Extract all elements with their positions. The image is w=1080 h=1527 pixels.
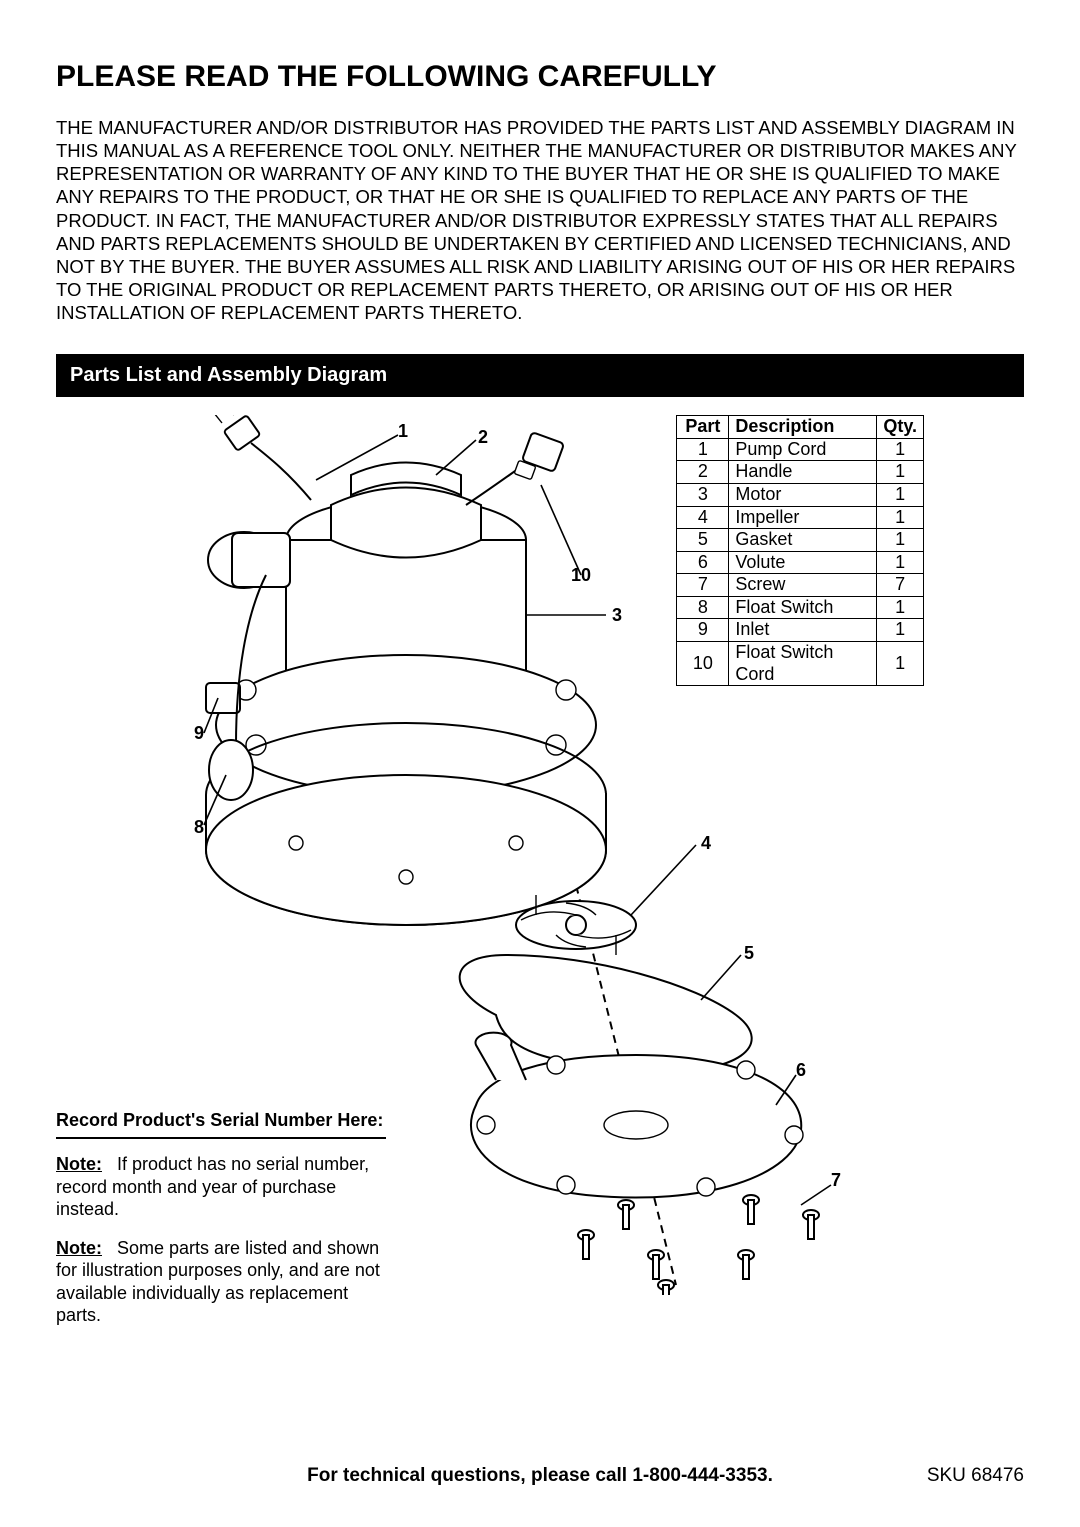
cell-qty: 1 xyxy=(877,619,924,642)
footer-sku: SKU 68476 xyxy=(927,1465,1024,1487)
cell-qty: 1 xyxy=(877,461,924,484)
callout-1: 1 xyxy=(398,421,408,442)
cell-qty: 1 xyxy=(877,438,924,461)
note-1: Note: If product has no serial number, r… xyxy=(56,1153,396,1221)
motor-icon xyxy=(206,488,606,926)
callout-5: 5 xyxy=(744,943,754,964)
section-header-bar: Parts List and Assembly Diagram xyxy=(56,354,1024,397)
cell-qty: 7 xyxy=(877,574,924,597)
note-1-text: If product has no serial number, record … xyxy=(56,1154,369,1219)
note-2-text: Some parts are listed and shown for illu… xyxy=(56,1238,380,1326)
note-2: Note: Some parts are listed and shown fo… xyxy=(56,1237,396,1327)
footer-phone: For technical questions, please call 1-8… xyxy=(56,1465,1024,1487)
serial-notes-block: Record Product's Serial Number Here: Not… xyxy=(56,1110,396,1343)
serial-rule xyxy=(56,1137,386,1139)
callout-8: 8 xyxy=(194,817,204,838)
callout-4: 4 xyxy=(701,833,711,854)
note-label: Note: xyxy=(56,1154,102,1174)
note-label: Note: xyxy=(56,1238,102,1258)
volute-icon xyxy=(471,1033,803,1198)
callout-3: 3 xyxy=(612,605,622,626)
cell-qty: 1 xyxy=(877,483,924,506)
cell-qty: 1 xyxy=(877,642,924,686)
page-footer: For technical questions, please call 1-8… xyxy=(56,1465,1024,1487)
cell-qty: 1 xyxy=(877,596,924,619)
serial-title: Record Product's Serial Number Here: xyxy=(56,1110,396,1131)
page-title: PLEASE READ THE FOLLOWING CAREFULLY xyxy=(56,60,1024,94)
callout-9: 9 xyxy=(194,723,204,744)
callout-2: 2 xyxy=(478,427,488,448)
pump-cord-icon xyxy=(214,415,311,500)
th-qty: Qty. xyxy=(877,416,924,439)
inlet-icon xyxy=(206,683,240,713)
callout-6: 6 xyxy=(796,1060,806,1081)
diagram-and-table-area: Part Description Qty. 1Pump Cord12Handle… xyxy=(56,415,1024,1295)
disclaimer-text: THE MANUFACTURER AND/OR DISTRIBUTOR HAS … xyxy=(56,116,1024,324)
screws-icon xyxy=(578,1195,819,1295)
callout-10: 10 xyxy=(571,565,591,586)
callout-7: 7 xyxy=(831,1170,841,1191)
cell-qty: 1 xyxy=(877,551,924,574)
cell-qty: 1 xyxy=(877,506,924,529)
cell-qty: 1 xyxy=(877,529,924,552)
